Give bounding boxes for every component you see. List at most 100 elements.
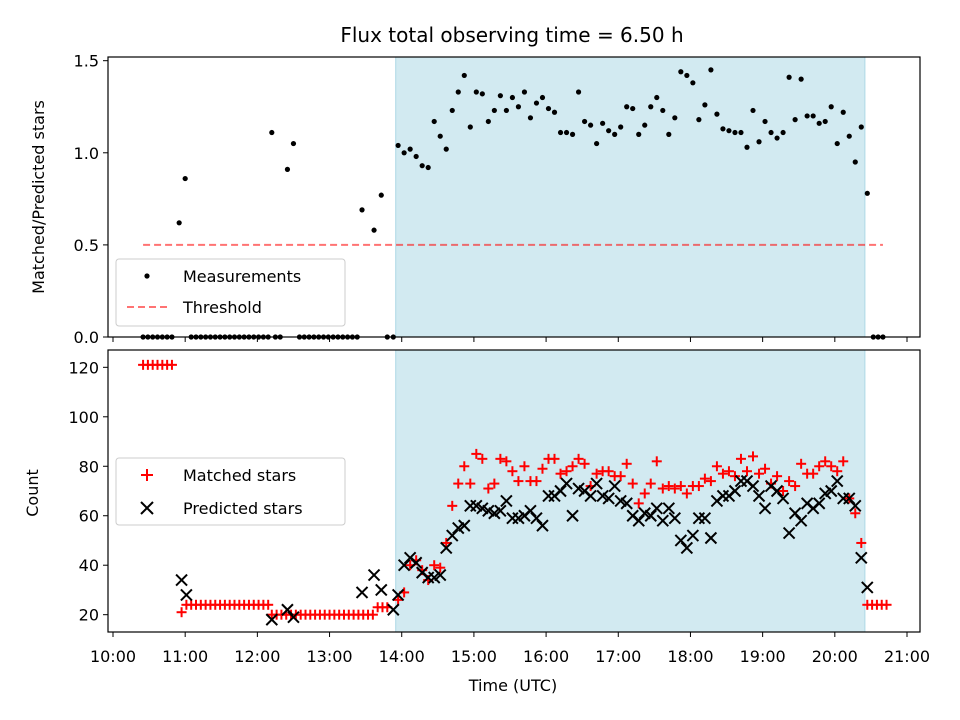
measurement-point [786,74,792,80]
x-tick-label: 16:00 [523,647,569,666]
measurement-point [612,131,618,137]
measurement-point [533,100,540,106]
measurement-point [768,129,774,136]
matched-star-point [603,466,614,477]
measurement-point [378,192,384,198]
matched-star-point [784,476,795,487]
predicted-x-b [825,484,838,498]
predicted-x-b [265,613,279,626]
measurement-point [551,109,558,115]
measurement-point [804,113,810,119]
predicted-x-b [776,492,790,505]
measurement-point [588,122,594,128]
predicted-x-b [674,534,688,547]
matched-star-point [579,458,590,469]
measurement-point [816,120,822,126]
predicted-star-point [758,502,772,515]
matched-star-point [441,537,452,548]
predicted-star-point [686,529,700,542]
matched-star-point [754,468,765,479]
matched-star-point [633,498,644,509]
measurement-point [834,140,840,147]
predicted-x-b [668,512,682,525]
predicted-x-b [831,474,844,488]
matched-star-point [832,466,843,477]
predicted-x-b [620,497,633,510]
predicted-star-point [825,484,838,498]
predicted-star-point [776,492,790,505]
predicted-star-point [831,474,844,488]
predicted-star-point [494,504,507,517]
matched-star-point [796,458,807,469]
figure-title: Flux total observing time = 6.50 h [340,23,683,47]
matched-star-point [573,453,584,464]
matched-star-point [555,468,566,479]
measurement-point [852,159,858,165]
measurement-point [290,140,297,147]
measurement-point [738,129,744,136]
predicted-x-b [355,586,369,599]
measurement-point [401,150,407,156]
predicted-star-point [375,583,388,597]
y-tick-label: 0.5 [74,236,99,255]
matched-star-point [447,500,458,511]
matched-star-point [741,466,752,477]
predicted-x-b [849,499,862,513]
matched-star-point [814,461,825,472]
matched-star-point [513,476,524,487]
matched-star-point [615,471,626,482]
measurement-point [780,129,786,136]
y-tick-label: 80 [79,457,99,476]
y-tick-label: 120 [68,358,99,377]
x-tick-label: 13:00 [306,647,352,666]
measurement-point [176,220,182,226]
matched-star-point [748,451,759,462]
matched-star-point [549,453,560,464]
measurement-point [864,190,870,196]
predicted-star-point [355,586,369,599]
measurement-point [672,115,678,121]
bottom-panel: 20 40 60 80 100 120 10:00 11:00 12:00 13:00 14:00 1… [23,349,930,695]
matched-star-point [856,537,867,548]
predicted-star-point [409,556,423,569]
measurement-point [828,104,834,110]
measurement-point [539,94,546,101]
matched-star-point [465,478,476,489]
matched-star-point [651,456,662,467]
matched-star-point [735,453,746,464]
predicted-star-point [680,541,694,555]
matched-star-point [826,461,837,472]
matched-star-point [790,481,801,492]
matched-star-point [435,562,446,573]
y-tick-label: 100 [68,408,99,427]
y-tick-label: 0.0 [74,328,99,347]
x-axis-label: Time (UTC) [468,676,557,695]
predicted-x-b [281,603,294,616]
predicted-x-b [746,479,760,493]
measurement-point [840,109,846,115]
measurement-point [527,115,534,121]
top-panel: 0.0 0.5 1.0 1.5 Matched/Predicted stars Mea… [29,52,921,347]
predicted-x-b [367,568,381,582]
measurement-point [182,175,188,182]
predicted-x-b [482,504,495,517]
measurement-point [491,107,497,114]
predicted-x-b [758,502,772,515]
measurement-point [485,118,491,125]
predicted-star-point [698,512,712,525]
measurement-point [846,133,852,139]
measurement-point [792,117,798,123]
measurement-point [509,94,516,101]
predicted-star-point [387,603,400,616]
bottom-legend: Matched stars Predicted stars [115,457,346,526]
top-y-axis-label: Matched/Predicted stars [29,100,48,294]
measurement-point [395,142,401,149]
predicted-x-b [855,551,868,564]
measurement-point [858,124,864,130]
matched-star-point [459,461,470,472]
matched-star-point [507,466,518,477]
top-plot-area: 0.0 0.5 1.0 1.5 [74,52,921,347]
x-tick-label: 21:00 [884,647,930,666]
matched-star-point [621,458,632,469]
measurement-point [449,107,455,114]
